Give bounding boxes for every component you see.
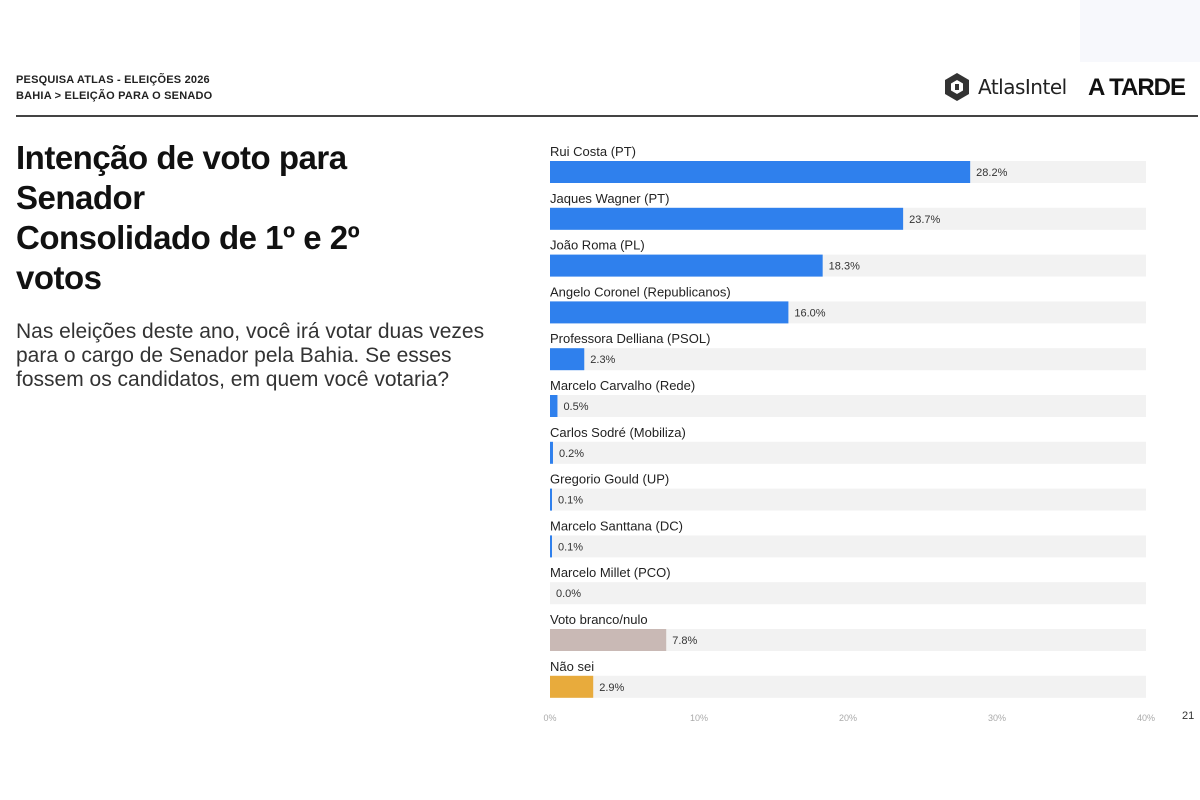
- bar: [550, 629, 667, 651]
- bar: [550, 535, 552, 558]
- bar-category-label: Jaques Wagner (PT): [550, 191, 669, 206]
- bar-track: [550, 675, 1146, 698]
- bar: [550, 488, 552, 511]
- x-tick-label: 30%: [988, 713, 1006, 723]
- bar-category-label: Gregorio Gould (UP): [550, 472, 669, 487]
- bar-value-label: 0.1%: [558, 495, 583, 507]
- bar: [550, 675, 594, 698]
- logos: AtlasIntel A TARDE: [942, 70, 1192, 104]
- atarde-logo: A TARDE: [1088, 74, 1186, 101]
- bar-track: [550, 629, 1146, 651]
- bar-value-label: 2.9%: [599, 682, 624, 694]
- x-tick-label: 10%: [690, 713, 708, 723]
- bar-track: [550, 441, 1146, 464]
- header-survey: PESQUISA ATLAS - ELEIÇÕES 2026: [16, 74, 210, 86]
- bar-value-label: 23.7%: [909, 214, 940, 226]
- bar-category-label: Carlos Sodré (Mobiliza): [550, 425, 686, 440]
- bar-value-label: 18.3%: [829, 261, 860, 273]
- bar-value-label: 16.0%: [794, 307, 825, 319]
- bar-category-label: Voto branco/nulo: [550, 612, 648, 627]
- bar-category-label: Professora Delliana (PSOL): [550, 331, 710, 346]
- bar: [550, 161, 971, 183]
- bar: [550, 254, 823, 277]
- x-tick-label: 20%: [839, 713, 857, 723]
- bar-category-label: João Roma (PL): [550, 238, 645, 253]
- atlasintel-logo: AtlasIntel: [942, 72, 1067, 102]
- bar-value-label: 0.1%: [558, 541, 583, 553]
- x-tick-label: 0%: [543, 713, 556, 723]
- bar-track: [550, 395, 1146, 417]
- bar-track: [550, 348, 1146, 371]
- bar-value-label: 2.3%: [590, 354, 615, 366]
- x-tick-label: 40%: [1137, 713, 1155, 723]
- bar-category-label: Marcelo Santtana (DC): [550, 518, 683, 533]
- bar-category-label: Marcelo Millet (PCO): [550, 565, 671, 580]
- bar-category-label: Rui Costa (PT): [550, 144, 636, 159]
- header-breadcrumb: BAHIA > ELEIÇÃO PARA O SENADO: [16, 90, 213, 102]
- bar-track: [550, 488, 1146, 511]
- bar: [550, 348, 585, 371]
- bar-category-label: Não sei: [550, 659, 594, 674]
- bar-category-label: Marcelo Carvalho (Rede): [550, 378, 695, 393]
- bar: [550, 301, 789, 324]
- bar-track: [550, 582, 1146, 605]
- bar: [550, 395, 558, 417]
- atlasintel-wordmark: AtlasIntel: [978, 75, 1067, 99]
- bar-value-label: 28.2%: [976, 167, 1007, 179]
- bar-track: [550, 535, 1146, 558]
- corner-box: [1080, 0, 1200, 62]
- survey-question: Nas eleições deste ano, você irá votar d…: [16, 320, 485, 391]
- vote-intention-chart: Rui Costa (PT) 28.2% Jaques Wagner (PT) 23.…: [543, 144, 1155, 723]
- bar: [550, 441, 553, 464]
- page-number: 21: [1182, 710, 1195, 722]
- bar: [550, 207, 904, 230]
- bar-value-label: 0.2%: [559, 448, 584, 460]
- bar-category-label: Angelo Coronel (Republicanos): [550, 284, 731, 299]
- atlasintel-mark-icon: [945, 73, 969, 101]
- report-header: PESQUISA ATLAS - ELEIÇÕES 2026 BAHIA > E…: [16, 72, 212, 104]
- bar-value-label: 7.8%: [672, 635, 697, 647]
- bar-value-label: 0.5%: [563, 401, 588, 413]
- page-title: Intenção de voto para Senador Consolidad…: [16, 139, 360, 296]
- bar-value-label: 0.0%: [556, 588, 581, 600]
- header-divider: [16, 115, 1198, 117]
